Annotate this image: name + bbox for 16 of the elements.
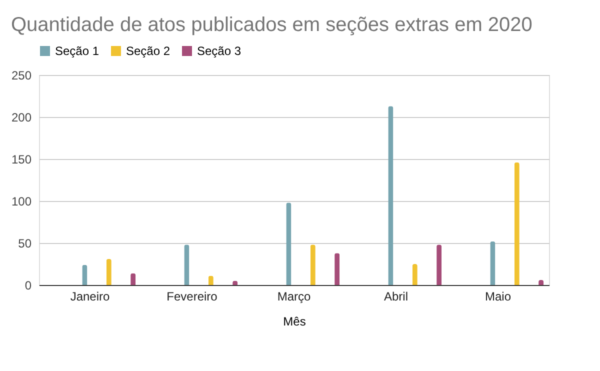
y-tick-label: 100 (11, 194, 32, 208)
x-axis-title: Mês (283, 314, 306, 328)
legend-label: Seção 3 (197, 44, 242, 58)
y-tick-label: 250 (11, 68, 32, 82)
x-tick-label: Março (277, 290, 311, 304)
x-tick-label: Maio (484, 290, 512, 304)
y-tick-label: 50 (18, 236, 32, 250)
x-tick-label: Janeiro (70, 290, 110, 304)
legend-label: Seção 2 (126, 44, 170, 58)
y-tick-label: 150 (11, 152, 32, 166)
x-tick-label: Abril (384, 290, 408, 304)
chart-title: Quantidade de atos publicados em seções extras em 2020 (10, 14, 532, 36)
x-tick-label: Fevereiro (166, 290, 218, 304)
y-tick-label: 200 (11, 110, 32, 124)
legend-label: Seção 1 (55, 44, 100, 58)
y-tick-label: 0 (24, 278, 32, 292)
